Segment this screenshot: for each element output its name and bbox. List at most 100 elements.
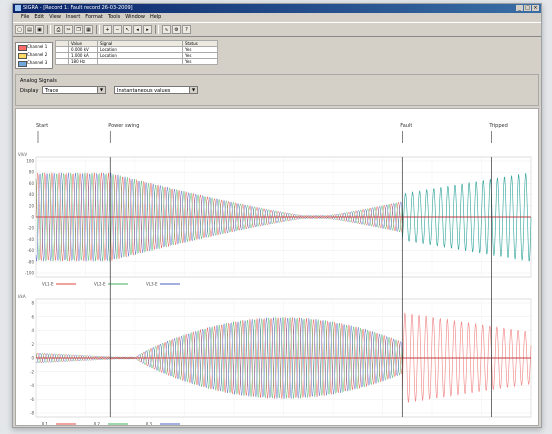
mode-select-value: Trace xyxy=(45,88,59,94)
toolbar: ▢ ▤ ▣ ⎙ ✂ ❐ ▦ + − ↖ ◂ ▸ ∿ ⚙ ? xyxy=(13,22,541,37)
right-button[interactable]: ▸ xyxy=(143,25,152,34)
menu-insert[interactable]: Insert xyxy=(65,14,81,20)
event-label: Power swing xyxy=(108,123,139,129)
toolbar-separator xyxy=(47,25,51,34)
open-button[interactable]: ▤ xyxy=(25,25,34,34)
zoom-in-button[interactable]: + xyxy=(103,25,112,34)
legend-label: IL1 xyxy=(42,422,48,426)
y-tick-label: -2 xyxy=(30,369,34,374)
plot-area[interactable]: Start Power swing Fault Tripped 100 80 60 40 20… xyxy=(15,108,539,426)
y-tick-label: 80 xyxy=(29,170,35,175)
y-tick-label: 0 xyxy=(31,215,34,220)
channel-legend-item[interactable]: Channel 1 xyxy=(16,43,52,51)
legend-label: VL3-E xyxy=(146,282,158,287)
event-lines xyxy=(109,157,492,417)
channel-swatch-3 xyxy=(18,61,27,67)
maximize-button[interactable]: □ xyxy=(524,5,531,11)
table-cell: Yes xyxy=(182,58,218,65)
window-controls: _ □ × xyxy=(516,5,539,11)
view-select-value: Instantaneous values xyxy=(117,88,171,94)
app-window: SIGRA - [Record 1: Fault record 26-03-20… xyxy=(12,3,542,428)
phasor-button[interactable]: ∿ xyxy=(162,25,171,34)
event-label: Start xyxy=(36,123,48,129)
chevron-down-icon[interactable]: ▼ xyxy=(189,87,197,93)
y-tick-label: 8 xyxy=(31,301,34,306)
table-cell xyxy=(97,58,183,65)
y-axis-unit: V/kV xyxy=(18,152,27,157)
waveform-plots[interactable]: Start Power swing Fault Tripped 10080604020… xyxy=(16,109,538,425)
menu-bar: File Edit View Insert Format Tools Windo… xyxy=(13,13,541,22)
voltage-plot[interactable]: 100 80 60 40 20 0 -20 -40 -60 -80 -100 V/kV VL1-E VL2… xyxy=(18,152,532,287)
left-button[interactable]: ◂ xyxy=(133,25,142,34)
menu-help[interactable]: Help xyxy=(149,14,162,20)
y-tick-label: -60 xyxy=(27,248,34,253)
close-button[interactable]: × xyxy=(532,5,539,11)
menu-tools[interactable]: Tools xyxy=(107,14,121,20)
channel-swatch-2 xyxy=(18,53,27,59)
y-tick-label: 2 xyxy=(31,342,34,347)
save-button[interactable]: ▣ xyxy=(35,25,44,34)
y-tick-label: -80 xyxy=(27,259,34,264)
table-cell: 180 Hz xyxy=(68,58,98,65)
print-button[interactable]: ⎙ xyxy=(54,25,63,34)
app-icon xyxy=(15,5,21,11)
event-strip-bg xyxy=(16,109,538,145)
y-tick-label: -40 xyxy=(27,237,34,242)
zoom-out-button[interactable]: − xyxy=(113,25,122,34)
y-tick-label: -100 xyxy=(25,271,35,276)
y-tick-label: 40 xyxy=(29,192,35,197)
legend-label: IL3 xyxy=(146,422,152,426)
info-button[interactable]: ? xyxy=(182,25,191,34)
legend-label: VL1-E xyxy=(42,282,54,287)
y-tick-label: 60 xyxy=(29,181,35,186)
y-tick-label: -8 xyxy=(30,411,34,416)
y-tick-label: 6 xyxy=(31,314,34,319)
event-label: Fault xyxy=(400,123,412,129)
post-fault-trace xyxy=(402,173,532,262)
channel-panel: Channel 1 Channel 2 Channel 3 Value Sign… xyxy=(15,40,537,69)
table-row[interactable]: 180 Hz Yes xyxy=(55,58,218,65)
paste-button[interactable]: ▦ xyxy=(84,25,93,34)
mode-select[interactable]: Trace ▼ xyxy=(42,86,106,94)
menu-edit[interactable]: Edit xyxy=(34,14,45,20)
channel-table: Value Signal Status 0.000 kV Location Ye… xyxy=(55,40,218,65)
current-plot[interactable]: 8 6 4 2 0 -2 -4 -6 -8 I/kA IL1 IL2 IL3 xyxy=(18,294,532,426)
channel-label: Channel 1 xyxy=(27,44,48,49)
menu-window[interactable]: Window xyxy=(125,14,145,20)
cursor-button[interactable]: ↖ xyxy=(123,25,132,34)
channel-legend-item[interactable]: Channel 2 xyxy=(16,51,52,59)
toolbar-separator xyxy=(155,25,159,34)
y-tick-label: 100 xyxy=(26,159,34,164)
settings-button[interactable]: ⚙ xyxy=(172,25,181,34)
chevron-down-icon[interactable]: ▼ xyxy=(97,87,105,93)
view-select[interactable]: Instantaneous values ▼ xyxy=(114,86,198,94)
display-label: Display xyxy=(20,88,39,94)
y-tick-label: -4 xyxy=(30,383,34,388)
new-button[interactable]: ▢ xyxy=(15,25,24,34)
analysis-title: Analog Signals xyxy=(20,78,57,84)
window-title: SIGRA - [Record 1: Fault record 26-03-20… xyxy=(23,5,133,11)
y-axis-unit: I/kA xyxy=(18,294,26,299)
channel-label: Channel 3 xyxy=(27,60,48,65)
menu-view[interactable]: View xyxy=(49,14,61,20)
copy-button[interactable]: ❐ xyxy=(74,25,83,34)
menu-format[interactable]: Format xyxy=(85,14,103,20)
y-tick-label: -20 xyxy=(27,226,34,231)
minimize-button[interactable]: _ xyxy=(516,5,523,11)
legend-label: VL2-E xyxy=(94,282,106,287)
title-bar: SIGRA - [Record 1: Fault record 26-03-20… xyxy=(13,4,541,13)
y-tick-label: 0 xyxy=(31,356,34,361)
toolbar-separator xyxy=(96,25,100,34)
channel-legend-item[interactable]: Channel 3 xyxy=(16,59,52,67)
event-label: Tripped xyxy=(488,123,507,129)
table-cell xyxy=(55,58,69,65)
analysis-panel: Analog Signals Display Trace ▼ Instantan… xyxy=(15,74,539,106)
y-tick-label: 4 xyxy=(31,328,34,333)
menu-file[interactable]: File xyxy=(21,14,30,20)
y-tick-label: 20 xyxy=(29,203,35,208)
channel-legend: Channel 1 Channel 2 Channel 3 xyxy=(15,42,53,69)
y-tick-label: -6 xyxy=(30,397,34,402)
event-strip: Start Power swing Fault Tripped xyxy=(16,109,538,145)
channel-label: Channel 2 xyxy=(27,52,48,57)
cut-button[interactable]: ✂ xyxy=(64,25,73,34)
